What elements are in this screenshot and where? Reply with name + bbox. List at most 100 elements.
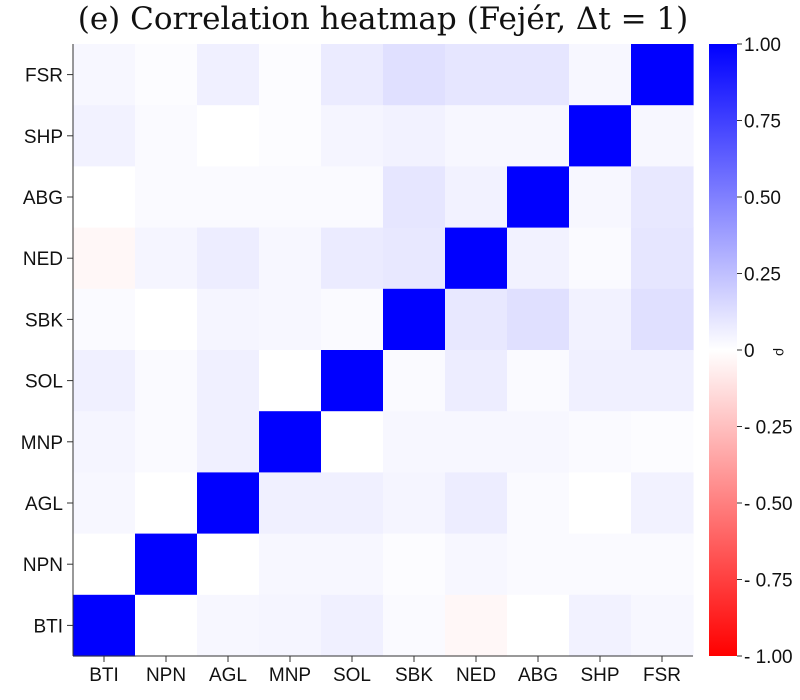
heatmap-cell-NED-NPN [135,227,198,290]
heatmap-cell-SBK-BTI [73,288,136,351]
heatmap-cell-MNP-SOL [321,411,384,473]
heatmap-cell-ABG-SOL [321,166,384,229]
heatmap-cell-NPN-SHP [569,533,632,596]
x-tick-label: SBK [395,665,433,686]
heatmap-cell-MNP-NED [445,411,508,473]
heatmap-cell-BTI-SBK [383,594,446,657]
heatmap-cell-AGL-SHP [569,472,632,535]
heatmap-cell-FSR-FSR [631,44,694,106]
heatmap-cell-SBK-ABG [507,288,570,351]
heatmap-cell-ABG-SHP [569,166,632,229]
x-tick-label: MNP [269,665,311,686]
heatmap-cell-ABG-NED [445,166,508,229]
heatmap-cell-ABG-NPN [135,166,198,229]
heatmap-cell-FSR-BTI [73,44,136,106]
y-tick-label: MNP [21,433,63,454]
y-tick-label: SBK [25,310,63,331]
heatmap-cell-SOL-SHP [569,350,632,412]
heatmap-cell-SOL-SOL [321,350,384,412]
heatmap-cell-ABG-SBK [383,166,446,229]
heatmap-cell-BTI-FSR [631,594,694,657]
heatmap-cell-NPN-MNP [259,533,322,596]
heatmap-cell-AGL-AGL [197,472,260,535]
heatmap-cell-SBK-SHP [569,288,632,351]
heatmap-cell-NPN-NED [445,533,508,596]
colorbar-tick-label: 0.75 [744,112,781,133]
colorbar-tick-label: - 0.50 [744,494,793,515]
y-tick-label: ABG [23,188,63,209]
y-tick-label: NED [23,249,63,270]
heatmap-cell-AGL-SBK [383,472,446,535]
y-tick-label: FSR [25,66,63,87]
heatmap-axes: BTI NPN AGL MNP SOL SBK NED ABG SHP FSR FSR SHP ABG N… [21,44,693,686]
heatmap-cell-MNP-FSR [631,411,694,473]
heatmap-cell-BTI-NED [445,594,508,657]
x-tick-label: SHP [580,665,619,686]
heatmap-cell-SOL-ABG [507,350,570,412]
heatmap-cell-BTI-MNP [259,594,322,657]
heatmap-cell-NED-ABG [507,227,570,290]
x-tick-label: FSR [643,665,681,686]
heatmap-cell-MNP-SHP [569,411,632,473]
heatmap-cell-AGL-SOL [321,472,384,535]
heatmap-cell-NPN-SBK [383,533,446,596]
heatmap-cell-SOL-MNP [259,350,322,412]
y-tick-label: NPN [23,555,63,576]
heatmap-cell-BTI-SHP [569,594,632,657]
heatmap-cell-SHP-SOL [321,105,384,167]
heatmap-cell-BTI-ABG [507,594,570,657]
colorbar-gradient [709,44,737,656]
heatmap-cell-SHP-NPN [135,105,198,167]
y-tick-label: AGL [25,494,63,515]
heatmap-cell-NED-MNP [259,227,322,290]
heatmap-cell-ABG-AGL [197,166,260,229]
heatmap-cells [73,44,694,657]
heatmap-cell-AGL-MNP [259,472,322,535]
x-tick-label: BTI [89,665,119,686]
heatmap-cell-FSR-SBK [383,44,446,106]
heatmap-cell-SBK-FSR [631,288,694,351]
heatmap-cell-NED-NED [445,227,508,290]
heatmap-cell-SBK-NED [445,288,508,351]
heatmap-cell-BTI-BTI [73,594,136,657]
heatmap-cell-FSR-SHP [569,44,632,106]
heatmap-cell-BTI-AGL [197,594,260,657]
heatmap-cell-NED-FSR [631,227,694,290]
heatmap-cell-BTI-NPN [135,594,198,657]
colorbar-tick-label: - 0.25 [744,418,793,439]
heatmap-cell-ABG-MNP [259,166,322,229]
heatmap-cell-NPN-ABG [507,533,570,596]
heatmap-cell-SBK-SOL [321,288,384,351]
heatmap-cell-SHP-MNP [259,105,322,167]
colorbar-tick-label: 0 [744,341,755,362]
heatmap-cell-SOL-SBK [383,350,446,412]
x-tick-label: NPN [146,665,186,686]
heatmap-cell-SHP-SBK [383,105,446,167]
colorbar-tick-label: 1.00 [744,35,781,56]
heatmap-cell-SOL-AGL [197,350,260,412]
heatmap-cell-SBK-SBK [383,288,446,351]
heatmap-cell-SHP-NED [445,105,508,167]
colorbar: 1.00 0.75 0.50 0.25 0 - 0.25 - 0.50 - 0.75 - 1.0… [709,35,793,668]
heatmap-cell-AGL-ABG [507,472,570,535]
heatmap-cell-BTI-SOL [321,594,384,657]
heatmap-cell-NED-SOL [321,227,384,290]
heatmap-cell-NPN-SOL [321,533,384,596]
heatmap-cell-SBK-AGL [197,288,260,351]
heatmap-cell-MNP-SBK [383,411,446,473]
y-tick-label: SOL [25,372,63,393]
heatmap-cell-NED-SHP [569,227,632,290]
x-tick-label: ABG [518,665,558,686]
heatmap-cell-SBK-MNP [259,288,322,351]
heatmap-cell-SOL-NED [445,350,508,412]
x-tick-label: SOL [333,665,371,686]
x-tick-label: AGL [209,665,247,686]
heatmap-cell-NPN-AGL [197,533,260,596]
heatmap-cell-NPN-NPN [135,533,198,596]
heatmap-cell-SHP-FSR [631,105,694,167]
heatmap-cell-FSR-ABG [507,44,570,106]
heatmap-cell-ABG-BTI [73,166,136,229]
heatmap-cell-NED-BTI [73,227,136,290]
heatmap-cell-FSR-MNP [259,44,322,106]
